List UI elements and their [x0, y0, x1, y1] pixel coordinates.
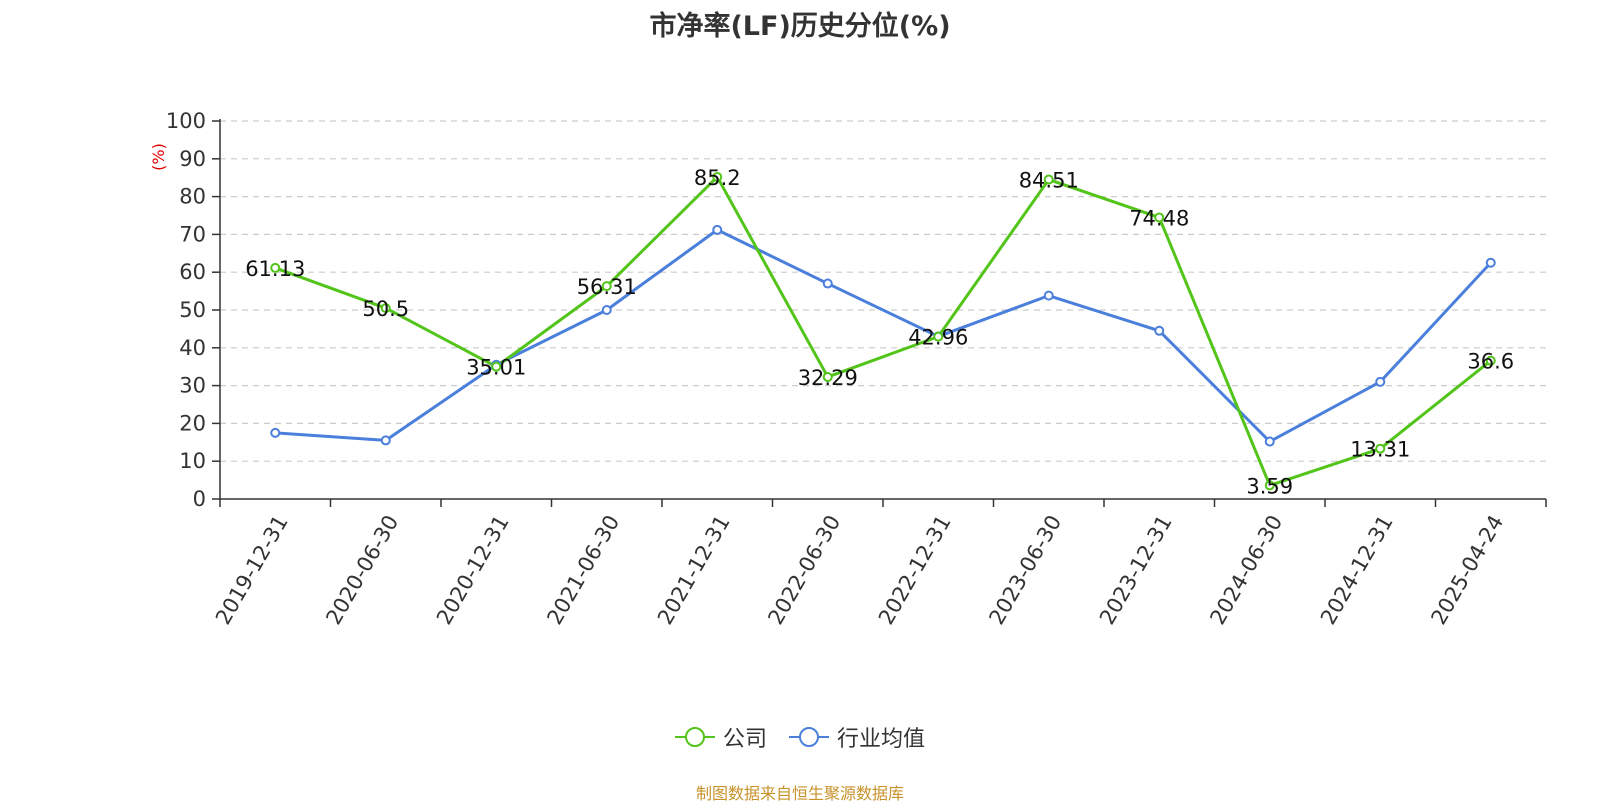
y-axis-label: (%) [149, 143, 168, 171]
data-point-industry-average [1264, 436, 1275, 447]
data-point-industry-average [712, 224, 723, 235]
data-point-company [822, 371, 833, 382]
legend: 公司 行业均值 [0, 722, 1600, 752]
data-point-industry-average [822, 278, 833, 289]
data-point-company [1485, 355, 1496, 366]
y-tick-label: 50 [179, 298, 206, 322]
data-point-industry-average [601, 305, 612, 315]
data-point-company [712, 171, 723, 182]
x-tick-label: 2023-12-31 [1095, 511, 1177, 629]
x-tick-label: 2020-12-31 [432, 511, 514, 629]
x-tick-label: 2025-04-24 [1426, 511, 1508, 629]
data-label-company: 42.96 [908, 326, 968, 350]
data-point-industry-average [270, 427, 281, 438]
y-tick-label: 70 [179, 222, 206, 246]
series-line-company [274, 175, 1492, 487]
data-point-industry-average [1375, 376, 1386, 387]
data-point-company [1375, 443, 1386, 454]
data-label-company: 85.2 [694, 166, 741, 190]
legend-item-company[interactable]: 公司 [674, 721, 767, 753]
data-label-company: 74.48 [1129, 206, 1189, 230]
data-point-company [1154, 212, 1165, 223]
x-tick-label: 2021-06-30 [542, 511, 624, 629]
x-tick-label: 2022-06-30 [763, 511, 845, 629]
y-tick-label: 40 [179, 336, 206, 360]
y-tick-label: 60 [179, 260, 206, 284]
data-source-note: 制图数据来自恒生聚源数据库 [695, 784, 904, 803]
legend-item-industry-average[interactable]: 行业均值 [789, 721, 925, 753]
data-point-industry-average [1154, 325, 1165, 336]
data-label-company: 35.01 [466, 356, 526, 380]
series-line-industry-average [275, 228, 1492, 444]
y-tick-label: 90 [179, 147, 206, 171]
legend-label-company: 公司 [722, 727, 767, 752]
data-point-industry-average [380, 435, 391, 446]
y-tick-label: 10 [179, 449, 206, 473]
data-point-company [380, 303, 391, 314]
data-point-company [491, 361, 502, 372]
data-point-company [933, 331, 944, 342]
y-tick-label: 30 [179, 374, 206, 398]
x-tick-label: 2019-12-31 [211, 511, 293, 629]
data-label-company: 61.13 [245, 257, 305, 281]
legend-marker-company [674, 727, 715, 747]
data-label-company: 84.51 [1019, 169, 1079, 193]
data-label-company: 13.31 [1350, 438, 1410, 462]
y-tick-label: 80 [179, 185, 206, 209]
data-point-company [601, 281, 612, 292]
x-tick-label: 2021-12-31 [653, 511, 735, 629]
data-point-industry-average [1043, 290, 1054, 301]
data-label-company: 32.29 [798, 366, 858, 390]
data-label-company: 56.31 [577, 275, 637, 299]
x-tick-label: 2020-06-30 [321, 511, 403, 629]
data-point-company [1264, 480, 1275, 491]
data-label-company: 36.6 [1467, 350, 1514, 374]
y-tick-label: 100 [166, 109, 206, 133]
chart-title: 市净率(LF)历史分位(%) [649, 11, 951, 42]
data-point-company [270, 262, 281, 273]
x-tick-label: 2024-12-31 [1316, 511, 1398, 629]
y-tick-label: 20 [179, 411, 206, 435]
data-point-company [1043, 174, 1054, 185]
y-tick-label: 0 [193, 487, 206, 511]
x-tick-label: 2024-06-30 [1205, 511, 1287, 629]
legend-label-industry-average: 行业均值 [837, 727, 926, 752]
data-point-industry-average [1485, 257, 1496, 268]
x-tick-label: 2023-06-30 [984, 511, 1066, 629]
data-label-company: 3.59 [1246, 474, 1293, 498]
data-label-company: 50.5 [362, 297, 409, 321]
legend-marker-industry-average [789, 727, 829, 747]
x-tick-label: 2022-12-31 [874, 511, 956, 629]
